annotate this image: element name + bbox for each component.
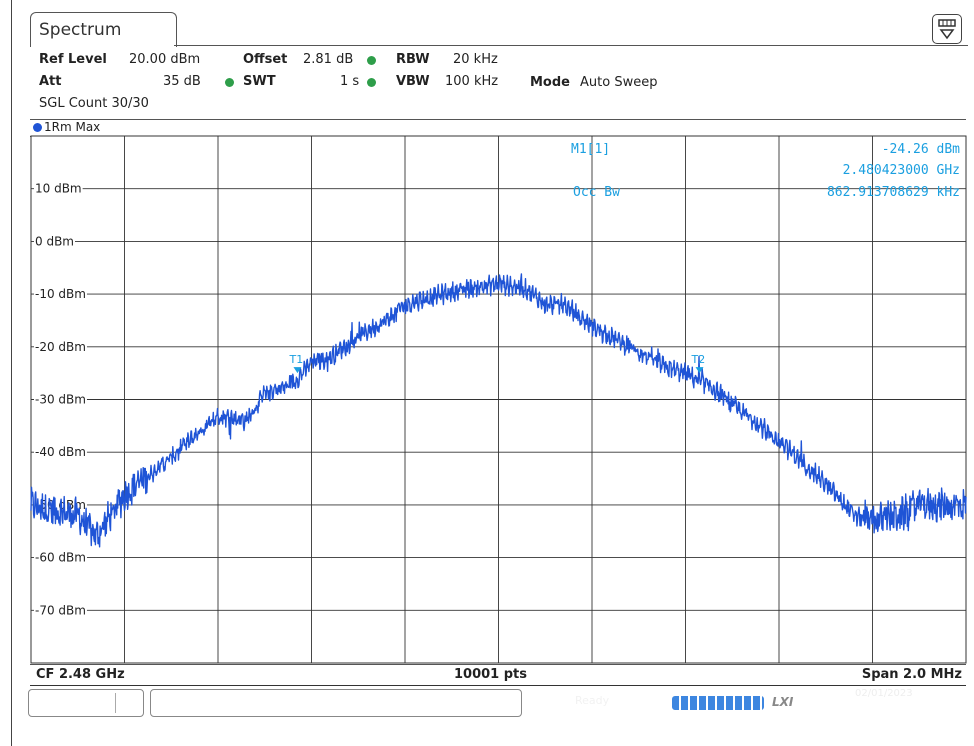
ref-level-label: Ref Level xyxy=(39,52,107,67)
status-message-field[interactable] xyxy=(150,689,522,717)
center-frequency: CF 2.48 GHz xyxy=(36,667,125,682)
marker-t1-label: T1 xyxy=(288,353,303,366)
trace-group xyxy=(30,273,967,548)
att-label: Att xyxy=(39,74,62,89)
occ-bw-label: Occ Bw xyxy=(573,185,620,200)
tab-spectrum[interactable]: Spectrum xyxy=(30,12,177,47)
vbw-value: 100 kHz xyxy=(445,74,499,89)
frequency-span: Span 2.0 MHz xyxy=(861,667,962,682)
y-tick-label: -10 dBm xyxy=(35,287,86,301)
footer-bar: CF 2.48 GHz 10001 pts Span 2.0 MHz xyxy=(30,664,966,687)
tab-spectrum-label: Spectrum xyxy=(39,20,122,40)
marker-t2-label: T2 xyxy=(691,353,706,366)
marker-t1-triangle xyxy=(293,367,302,374)
lxi-icon: LXI xyxy=(772,695,794,709)
rbw-value: 20 kHz xyxy=(453,52,498,67)
vbw-label: VBW xyxy=(396,74,430,89)
y-tick-label: -30 dBm xyxy=(35,393,86,407)
offset-value: 2.81 dB xyxy=(303,52,354,67)
ready-status: Ready xyxy=(575,694,610,707)
status-input-field[interactable] xyxy=(28,689,144,717)
window-border xyxy=(11,0,12,746)
trace-1rm-max xyxy=(30,273,967,548)
mode-label: Mode xyxy=(530,75,570,90)
y-tick-label: -60 dBm xyxy=(35,551,86,565)
y-tick-label: 10 dBm xyxy=(35,182,82,196)
y-tick-labels: 10 dBm 0 dBm -10 dBm -20 dBm -30 dBm -40 dBm -… xyxy=(34,181,87,618)
trace-label: 1Rm Max xyxy=(44,120,101,134)
swt-label: SWT xyxy=(243,74,276,89)
y-tick-label: -40 dBm xyxy=(35,445,86,459)
ref-level-value: 20.00 dBm xyxy=(129,52,201,67)
y-tick-label: -70 dBm xyxy=(35,603,86,617)
marker-m1-level: -24.26 dBm xyxy=(882,142,960,157)
display-menu-button[interactable] xyxy=(932,14,962,44)
mode-value: Auto Sweep xyxy=(580,75,658,90)
rbw-label: RBW xyxy=(396,52,430,67)
plot-grid xyxy=(31,136,966,663)
trace-indicator-dot xyxy=(33,123,42,132)
y-tick-label: -20 dBm xyxy=(35,340,86,354)
att-indicator-dot xyxy=(225,78,234,87)
marker-group: T1 T2 xyxy=(288,353,706,374)
marker-m1-frequency: 2.480423000 GHz xyxy=(843,163,960,178)
y-tick-label: 0 dBm xyxy=(35,234,74,248)
swt-value: 1 s xyxy=(340,74,360,89)
offset-indicator-dot xyxy=(367,56,376,65)
marker-t2-triangle xyxy=(695,367,704,374)
occ-bw-value: 862.913708629 kHz xyxy=(827,185,960,200)
display-menu-icon xyxy=(938,19,956,40)
att-value: 35 dB xyxy=(163,74,201,89)
marker-m1-label: M1[1] xyxy=(571,142,610,157)
sweep-progress-bar xyxy=(672,696,764,710)
status-date: 02/01/2023 xyxy=(855,688,913,699)
sweep-points: 10001 pts xyxy=(454,667,528,682)
header-divider xyxy=(174,45,968,46)
offset-label: Offset xyxy=(243,52,288,67)
swt-indicator-dot xyxy=(367,78,376,87)
sgl-count: SGL Count 30/30 xyxy=(39,96,149,111)
